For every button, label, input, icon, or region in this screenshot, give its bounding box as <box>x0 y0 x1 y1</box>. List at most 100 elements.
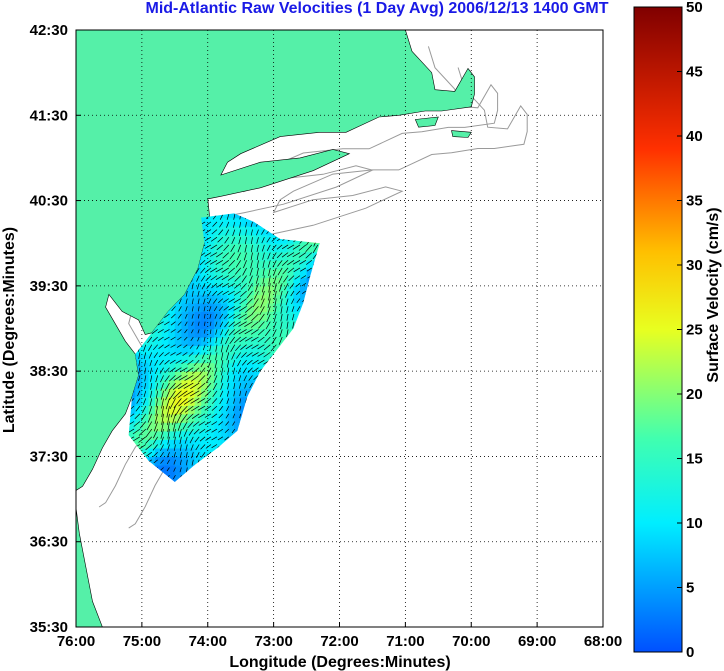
velocity-arrow <box>274 298 277 308</box>
velocity-cell <box>174 371 182 381</box>
velocity-arrow <box>197 329 200 334</box>
velocity-cell <box>148 447 156 457</box>
velocity-cell <box>267 268 275 278</box>
velocity-cell <box>181 371 189 381</box>
velocity-arrow <box>250 237 253 245</box>
velocity-arrow <box>227 275 236 281</box>
velocity-arrow <box>312 244 319 254</box>
velocity-arrow <box>214 367 218 376</box>
velocity-arrow <box>255 283 259 292</box>
velocity-arrow <box>215 275 224 281</box>
velocity-arrow <box>181 359 188 364</box>
velocity-arrow <box>220 382 224 390</box>
velocity-arrow <box>213 306 218 312</box>
velocity-arrow <box>166 467 170 472</box>
velocity-arrow <box>189 436 194 444</box>
velocity-arrow <box>258 313 265 322</box>
velocity-cell <box>188 345 196 355</box>
velocity-cell <box>240 345 248 355</box>
velocity-cell <box>234 354 242 364</box>
velocity-cell <box>174 362 182 372</box>
velocity-arrow <box>272 329 277 337</box>
velocity-arrow <box>172 382 182 390</box>
velocity-cell <box>273 337 281 347</box>
velocity-cell <box>148 379 156 389</box>
velocity-arrow <box>153 421 159 432</box>
velocity-arrow <box>217 428 224 433</box>
velocity-cell <box>234 302 242 312</box>
velocity-cell <box>214 396 222 406</box>
velocity-arrow <box>172 390 182 400</box>
velocity-arrow <box>160 436 164 445</box>
velocity-cell <box>234 243 242 253</box>
velocity-arrow <box>187 421 194 429</box>
velocity-cell <box>148 328 156 338</box>
velocity-cell <box>135 362 143 372</box>
velocity-arrow <box>225 405 230 412</box>
velocity-cell <box>247 251 255 261</box>
velocity-cell <box>201 422 209 432</box>
velocity-arrow <box>305 252 313 259</box>
velocity-arrow <box>228 298 235 303</box>
velocity-arrow <box>210 236 218 242</box>
velocity-cell <box>234 362 242 372</box>
velocity-arrow <box>184 321 188 326</box>
velocity-cell <box>141 405 150 415</box>
velocity-arrow <box>203 329 206 334</box>
velocity-cell <box>286 311 294 321</box>
velocity-arrow <box>202 344 206 351</box>
velocity-cell <box>247 243 255 253</box>
velocity-cell <box>306 251 314 261</box>
velocity-cell <box>214 213 222 219</box>
velocity-cell <box>260 260 268 270</box>
velocity-arrow <box>280 306 283 314</box>
velocity-arrow <box>177 390 188 398</box>
velocity-arrow <box>197 306 200 312</box>
velocity-cell <box>161 379 169 389</box>
velocity-arrow <box>250 244 253 253</box>
velocity-cell <box>174 447 182 457</box>
velocity-cell <box>234 251 242 261</box>
velocity-arrow <box>161 406 164 417</box>
velocity-arrow <box>185 306 188 312</box>
velocity-arrow <box>167 436 170 445</box>
velocity-arrow <box>222 290 229 296</box>
velocity-arrow <box>291 298 295 305</box>
velocity-arrow <box>232 359 236 368</box>
velocity-cell <box>201 413 209 423</box>
velocity-arrow <box>285 290 289 298</box>
velocity-cell <box>234 371 242 381</box>
velocity-arrow <box>212 382 218 391</box>
velocity-arrow <box>228 313 236 319</box>
velocity-arrow <box>188 352 194 357</box>
velocity-arrow <box>279 290 283 300</box>
velocity-arrow <box>242 267 247 276</box>
velocity-arrow <box>233 313 241 319</box>
velocity-arrow <box>167 452 170 458</box>
velocity-cell <box>207 354 215 364</box>
velocity-arrow <box>238 329 247 335</box>
velocity-arrow <box>250 252 253 261</box>
velocity-arrow <box>177 321 182 326</box>
velocity-arrow <box>279 329 283 338</box>
velocity-arrow <box>140 413 147 421</box>
velocity-cell <box>286 302 294 312</box>
velocity-cell <box>168 362 176 372</box>
velocity-cell <box>253 371 262 381</box>
velocity-arrow <box>169 398 176 410</box>
velocity-cell <box>188 277 196 287</box>
velocity-cell <box>240 320 248 330</box>
velocity-cell <box>240 354 248 364</box>
velocity-cell <box>174 422 182 432</box>
velocity-arrow <box>250 321 259 328</box>
velocity-arrow <box>167 421 170 433</box>
velocity-arrow <box>231 428 236 434</box>
velocity-arrow <box>232 421 236 426</box>
velocity-cell <box>220 285 229 295</box>
y-tick-label: 37:30 <box>30 448 68 465</box>
velocity-cell <box>207 311 215 321</box>
velocity-cell <box>227 379 235 389</box>
velocity-arrow <box>191 290 194 297</box>
velocity-arrow <box>225 229 230 236</box>
velocity-arrow <box>239 221 242 228</box>
